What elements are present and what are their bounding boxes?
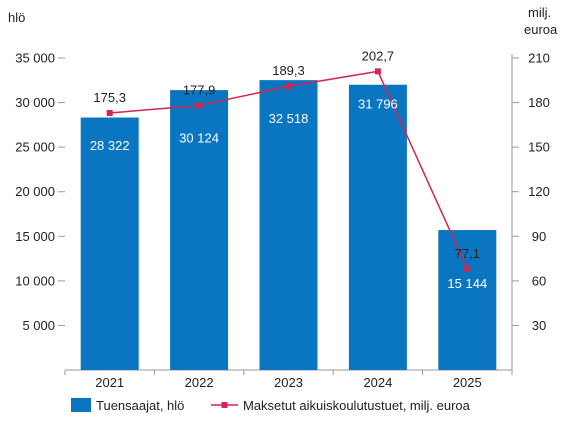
line-value-label: 189,3 xyxy=(272,63,305,78)
left-tick-label: 30 000 xyxy=(15,95,55,110)
bar-value-label: 28 322 xyxy=(90,138,130,153)
right-tick-label: 90 xyxy=(532,229,546,244)
right-tick-label: 180 xyxy=(528,95,550,110)
bars xyxy=(80,80,497,371)
right-tick-label: 150 xyxy=(528,140,550,155)
left-tick-label: 15 000 xyxy=(15,229,55,244)
bar xyxy=(438,230,497,370)
right-axis-unit-line1: milj. xyxy=(528,5,551,20)
x-tick-label: 2024 xyxy=(363,375,392,390)
line-value-label: 177,9 xyxy=(183,83,216,98)
line-point xyxy=(374,68,381,75)
left-tick-label: 25 000 xyxy=(15,140,55,155)
x-tick-label: 2025 xyxy=(453,375,482,390)
x-tick-label: 2022 xyxy=(185,375,214,390)
axes: 5 000 10 000 15 000 20 000 25 000 30 000 35 00… xyxy=(15,51,550,391)
bar xyxy=(348,84,407,370)
line-series xyxy=(106,68,471,272)
bar-value-label: 32 518 xyxy=(269,111,309,126)
left-tick-label: 20 000 xyxy=(15,184,55,199)
line-point xyxy=(285,83,292,90)
bar-value-label: 31 796 xyxy=(358,96,398,111)
right-axis-unit-line2: euroa xyxy=(524,22,558,37)
line-value-label: 202,7 xyxy=(362,48,395,63)
left-tick-label: 10 000 xyxy=(15,273,55,288)
bar xyxy=(80,117,139,370)
line-value-label: 175,3 xyxy=(93,90,126,105)
left-tick-label: 5 000 xyxy=(22,318,55,333)
right-tick-label: 60 xyxy=(532,273,546,288)
bar xyxy=(170,90,229,370)
data-labels: 28 322 30 124 32 518 31 796 15 144 175,3 177,9… xyxy=(90,48,487,291)
legend-line-label: Maksetut aikuiskoulutustuet, milj. euroa xyxy=(243,398,471,413)
legend: Tuensaajat, hlö Maksetut aikuiskoulutust… xyxy=(71,398,471,413)
left-axis-unit: hlö xyxy=(8,10,25,25)
legend-line-marker xyxy=(221,402,228,408)
right-tick-label: 120 xyxy=(528,184,550,199)
legend-bar-label: Tuensaajat, hlö xyxy=(96,398,184,413)
line-point xyxy=(196,102,203,109)
bar-value-label: 30 124 xyxy=(179,131,219,146)
line-point xyxy=(106,109,113,116)
line-point xyxy=(464,265,471,272)
line-value-label: 77,1 xyxy=(455,246,480,261)
right-tick-label: 210 xyxy=(528,51,550,66)
x-tick-label: 2021 xyxy=(95,375,124,390)
legend-bar-swatch xyxy=(71,398,91,412)
x-tick-label: 2023 xyxy=(274,375,303,390)
bar-value-label: 15 144 xyxy=(447,276,487,291)
bar xyxy=(259,80,318,371)
right-tick-label: 30 xyxy=(532,318,546,333)
left-tick-label: 35 000 xyxy=(15,51,55,66)
